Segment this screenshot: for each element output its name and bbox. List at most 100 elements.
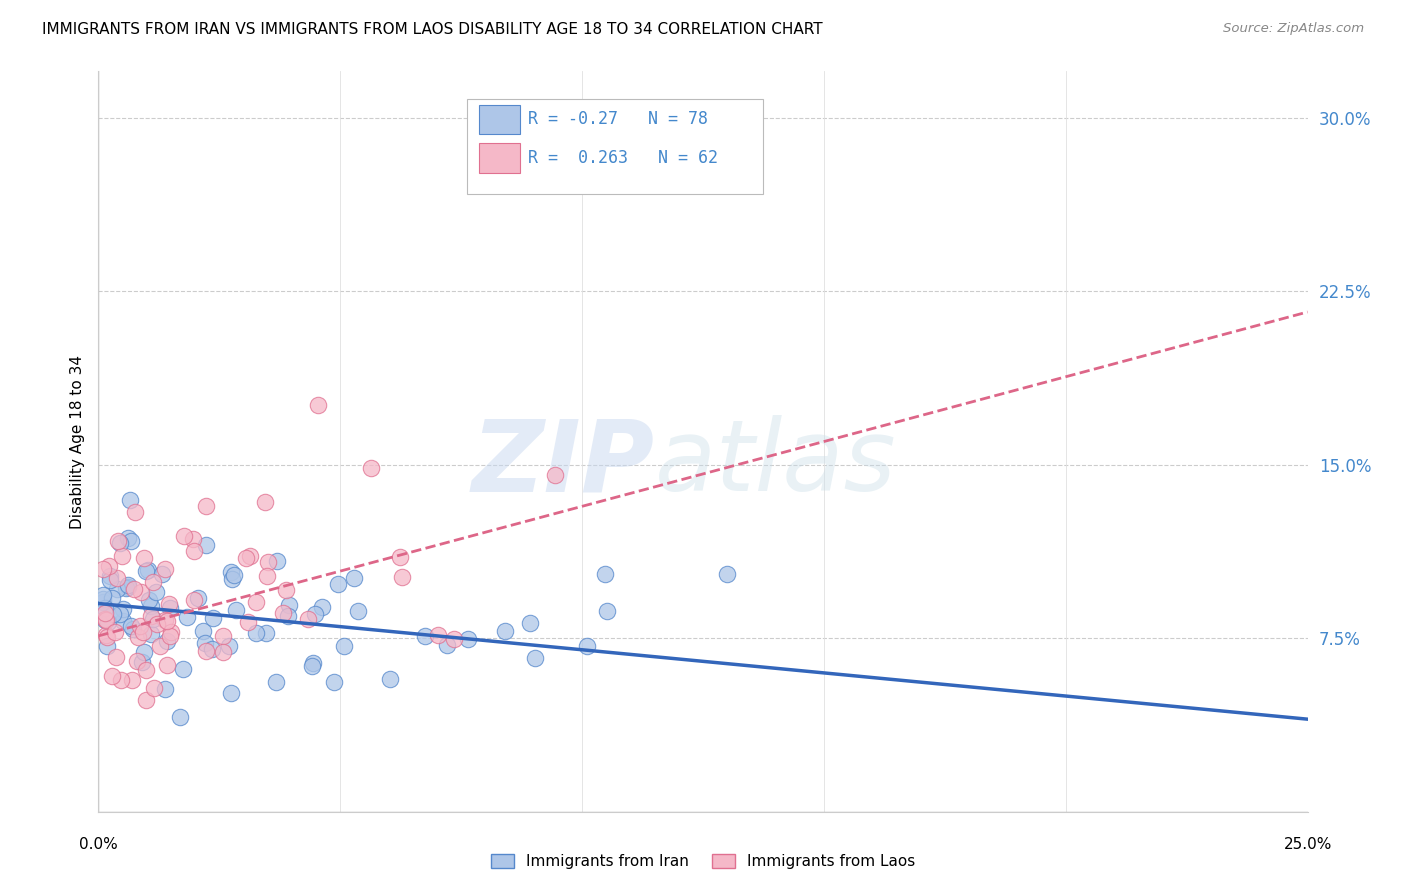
Point: [94, 614, 117, 628]
Point: [120, 619, 142, 633]
Point: [142, 574, 165, 589]
Point: [129, 618, 152, 632]
Point: [139, 608, 162, 623]
Point: [107, 533, 129, 548]
Point: [117, 531, 139, 545]
Point: [173, 529, 195, 543]
Point: [142, 681, 165, 696]
Point: [225, 603, 247, 617]
Point: [160, 625, 183, 640]
Point: [120, 492, 142, 507]
Point: [152, 567, 174, 582]
Text: R = -0.27   N = 78: R = -0.27 N = 78: [527, 111, 707, 128]
Point: [221, 572, 243, 586]
Point: [253, 494, 276, 508]
Point: [153, 562, 176, 576]
Point: [302, 656, 325, 670]
Point: [201, 641, 224, 656]
Point: [110, 535, 132, 549]
Point: [98, 568, 121, 582]
Point: [274, 582, 297, 597]
Point: [146, 616, 169, 631]
Point: [131, 656, 153, 670]
Point: [104, 649, 127, 664]
Point: [156, 658, 179, 673]
Point: [235, 550, 257, 565]
Point: [111, 549, 134, 563]
Point: [224, 568, 246, 582]
Point: [127, 630, 149, 644]
FancyBboxPatch shape: [479, 144, 520, 173]
Point: [105, 571, 128, 585]
Point: [97, 615, 120, 629]
Point: [183, 593, 205, 607]
Point: [169, 709, 191, 723]
Point: [266, 554, 288, 568]
Point: [132, 625, 155, 640]
Point: [239, 549, 262, 563]
Point: [256, 569, 278, 583]
Point: [93, 612, 115, 626]
Point: [328, 576, 350, 591]
Point: [278, 598, 301, 612]
Point: [343, 571, 366, 585]
Point: [194, 500, 217, 514]
Point: [159, 600, 181, 615]
Point: [134, 645, 156, 659]
Point: [142, 612, 165, 626]
Y-axis label: Disability Age 18 to 34: Disability Age 18 to 34: [69, 354, 84, 529]
Point: [311, 600, 333, 615]
Point: [153, 613, 176, 627]
Point: [138, 563, 160, 577]
Point: [194, 644, 217, 658]
Point: [120, 533, 142, 548]
Point: [519, 615, 541, 630]
Point: [172, 662, 194, 676]
Point: [112, 615, 135, 629]
Point: [307, 398, 329, 412]
Point: [112, 602, 135, 616]
Point: [122, 623, 145, 637]
Point: [181, 533, 204, 547]
Point: [93, 606, 115, 620]
Point: [388, 549, 411, 564]
Point: [257, 555, 280, 569]
Point: [122, 582, 145, 597]
Point: [245, 595, 267, 609]
Point: [266, 675, 288, 690]
Point: [91, 561, 114, 575]
Point: [135, 663, 157, 677]
Point: [332, 639, 354, 653]
Point: [96, 613, 118, 627]
Point: [98, 558, 121, 573]
Point: [145, 585, 167, 599]
Point: [135, 693, 157, 707]
Point: [124, 505, 146, 519]
Point: [593, 566, 616, 581]
Point: [380, 673, 402, 687]
Point: [304, 607, 326, 622]
Point: [176, 610, 198, 624]
Point: [219, 565, 242, 579]
Point: [360, 460, 382, 475]
Point: [413, 629, 436, 643]
Point: [159, 630, 181, 644]
Point: [183, 543, 205, 558]
Point: [436, 638, 458, 652]
Point: [153, 681, 176, 696]
Point: [101, 669, 124, 683]
Point: [596, 603, 619, 617]
Point: [125, 654, 148, 668]
Point: [277, 609, 299, 624]
Point: [457, 632, 479, 646]
Point: [110, 673, 132, 687]
Point: [219, 686, 242, 700]
Point: [157, 597, 180, 611]
Point: [149, 640, 172, 654]
Point: [443, 632, 465, 646]
Point: [156, 614, 179, 628]
Point: [121, 673, 143, 687]
Point: [194, 636, 217, 650]
Point: [139, 599, 162, 613]
Point: [98, 574, 121, 588]
